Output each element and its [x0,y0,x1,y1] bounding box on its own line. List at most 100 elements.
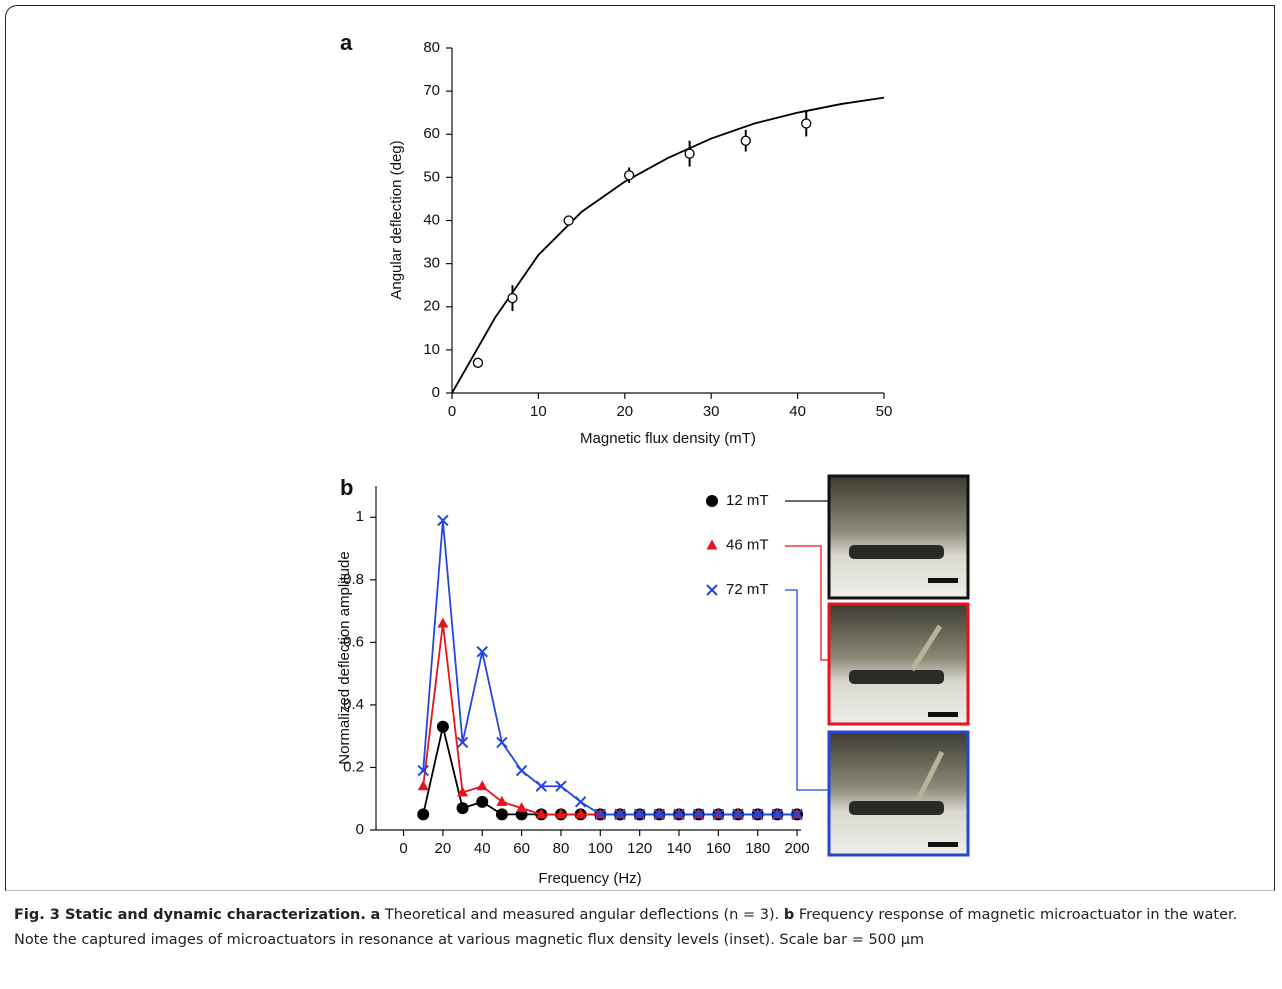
marker [712,808,725,821]
y-tick-label: 0 [432,384,440,401]
x-tick-label: 160 [706,840,731,857]
marker [417,764,429,777]
legend-marker [706,584,718,596]
marker [563,215,574,226]
marker [752,808,764,821]
x-tick-label: 20 [616,403,633,420]
marker [574,796,587,808]
y-tick-label: 1 [356,508,364,525]
x-tick-label: 50 [876,403,893,420]
actuator [849,670,944,684]
y-tick-label: 80 [423,39,440,56]
x-tick-label: 40 [789,403,806,420]
marker [740,135,751,146]
connector [785,545,829,661]
marker [623,170,635,181]
marker [732,808,744,821]
marker [476,780,488,791]
figure-frame [5,5,1275,891]
marker [515,764,528,777]
marker [614,808,626,821]
x-tick-label: 0 [448,403,456,420]
marker [507,292,518,304]
y-tick-label: 0 [356,821,364,838]
marker [633,808,646,821]
legend-marker [706,539,718,550]
marker [456,736,469,749]
marker [437,617,449,628]
panel-label: b [340,475,353,500]
actuator [849,801,944,815]
marker [476,795,489,808]
x-tick-label: 10 [530,403,547,420]
x-axis-title: Magnetic flux density (mT) [580,430,756,447]
x-tick-label: 80 [553,840,570,857]
y-tick-label: 60 [423,125,440,142]
caption-panel-label: a [370,907,381,923]
x-tick-label: 60 [513,840,530,857]
marker [495,808,508,821]
legend-marker [706,495,718,507]
x-tick-label: 100 [588,840,613,857]
marker [801,118,812,129]
marker [496,795,508,806]
caption-title: Fig. 3 Static and dynamic characterizati… [14,907,366,923]
marker [673,808,685,821]
y-tick-label: 70 [423,82,440,99]
x-tick-label: 200 [785,840,810,857]
beam [915,750,945,802]
inset-photo [827,730,970,857]
y-tick-label: 0.2 [343,758,364,775]
connectors [785,500,829,791]
x-tick-label: 140 [666,840,691,857]
marker [555,808,567,819]
inset-photo [827,602,970,726]
beam [909,624,943,672]
panel-label: a [340,30,353,55]
marker [417,808,430,821]
y-axis-title: Normalized deflection amplitude [336,551,353,764]
y-tick-label: 40 [423,211,440,228]
marker [457,786,469,797]
marker [436,720,449,733]
x-tick-label: 120 [627,840,652,857]
x-tick-label: 0 [399,840,407,857]
y-tick-label: 0.4 [343,696,364,713]
marker [437,514,449,527]
x-tick-label: 180 [745,840,770,857]
marker [417,780,429,791]
scale-bar [928,712,958,717]
marker [594,808,607,821]
x-tick-label: 30 [703,403,720,420]
marker [692,808,705,821]
marker [456,802,469,815]
marker [684,148,695,159]
caption-text: Frequency response of magnetic microactu… [14,907,1238,948]
marker [476,646,488,658]
marker [555,780,567,792]
y-tick-label: 0.6 [343,633,364,650]
scale-bar [928,578,958,583]
series-line [451,96,885,394]
y-tick-label: 20 [423,298,440,315]
caption-panel-label: b [783,907,795,923]
x-tick-label: 20 [435,840,452,857]
inset-photos [827,474,970,857]
connector [785,589,829,791]
marker [516,802,528,813]
marker [535,808,547,819]
y-tick-label: 50 [423,168,440,185]
series-line [422,520,798,816]
y-tick-label: 30 [423,255,440,272]
x-axis-title: Frequency (Hz) [538,870,641,887]
x-tick-label: 40 [474,840,491,857]
y-tick-label: 0.8 [343,571,364,588]
actuator [849,545,944,559]
marker [472,357,484,368]
marker [496,736,508,749]
marker [535,780,547,792]
marker [653,808,666,821]
marker [575,808,587,819]
